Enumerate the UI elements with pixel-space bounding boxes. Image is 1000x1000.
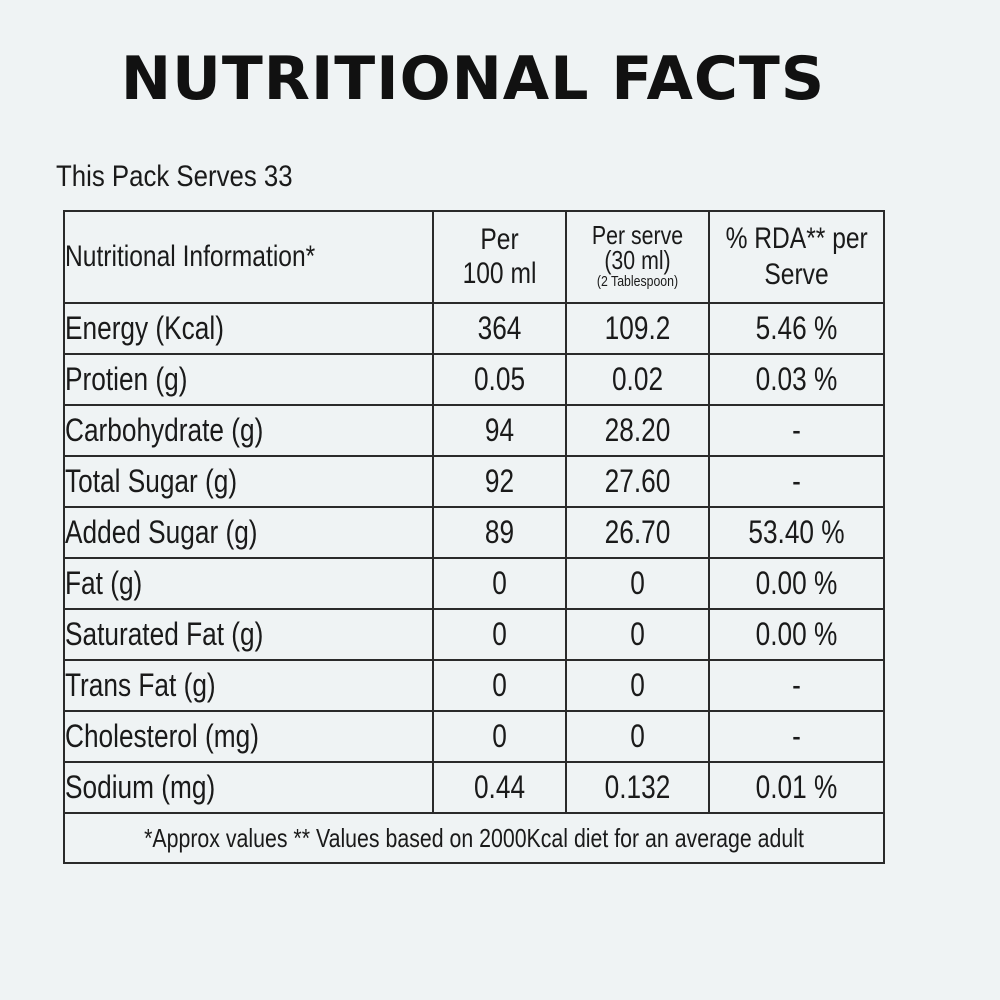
per-100ml-value: 0.05	[432, 353, 567, 406]
table-row: Carbohydrate (g) 94 28.20 -	[63, 404, 885, 457]
table-row: Fat (g) 0 0 0.00 %	[63, 557, 885, 610]
table-row: Total Sugar (g) 92 27.60 -	[63, 455, 885, 508]
nutrient-name: Trans Fat (g)	[63, 659, 434, 712]
rda-value: -	[708, 710, 885, 763]
header-rda: % RDA** per Serve	[708, 210, 885, 304]
rda-value: 5.46 %	[708, 302, 885, 355]
per-100ml-value: 364	[432, 302, 567, 355]
nutrient-name: Cholesterol (mg)	[63, 710, 434, 763]
per-100ml-value: 0	[432, 710, 567, 763]
nutrient-name: Carbohydrate (g)	[63, 404, 434, 457]
per-serve-value: 0.02	[565, 353, 710, 406]
header-per-100ml-line2: 100 ml	[462, 257, 537, 290]
rda-value: -	[708, 455, 885, 508]
footnote-row: *Approx values ** Values based on 2000Kc…	[63, 812, 885, 864]
nutrition-table: Nutritional Information* Per 100 ml Per …	[63, 210, 885, 864]
per-serve-value: 27.60	[565, 455, 710, 508]
header-per-100ml: Per 100 ml	[432, 210, 567, 304]
per-100ml-value: 89	[432, 506, 567, 559]
rda-value: 0.00 %	[708, 557, 885, 610]
per-100ml-value: 92	[432, 455, 567, 508]
nutrient-name: Saturated Fat (g)	[63, 608, 434, 661]
header-per-serve-line2: (30 ml)	[604, 245, 671, 275]
nutrient-name: Protien (g)	[63, 353, 434, 406]
per-serve-value: 0	[565, 557, 710, 610]
per-100ml-value: 94	[432, 404, 567, 457]
footnote: *Approx values ** Values based on 2000Kc…	[63, 812, 885, 864]
per-serve-value: 0	[565, 608, 710, 661]
per-serve-value: 109.2	[565, 302, 710, 355]
table-row: Trans Fat (g) 0 0 -	[63, 659, 885, 712]
nutrient-name: Fat (g)	[63, 557, 434, 610]
header-per-serve: Per serve (30 ml) (2 Tablespoon)	[565, 210, 710, 304]
header-nutritional-information: Nutritional Information*	[63, 210, 434, 304]
nutrient-name: Energy (Kcal)	[63, 302, 434, 355]
per-serve-value: 0	[565, 659, 710, 712]
nutrient-name: Sodium (mg)	[63, 761, 434, 814]
nutrient-name: Total Sugar (g)	[63, 455, 434, 508]
per-serve-value: 0.132	[565, 761, 710, 814]
per-serve-value: 28.20	[565, 404, 710, 457]
per-100ml-value: 0	[432, 659, 567, 712]
table-row: Saturated Fat (g) 0 0 0.00 %	[63, 608, 885, 661]
header-rda-line2: Serve	[764, 258, 829, 291]
per-100ml-value: 0	[432, 557, 567, 610]
header-rda-line1: % RDA** per	[725, 222, 868, 255]
rda-value: 0.00 %	[708, 608, 885, 661]
page-title: NUTRITIONAL FACTS	[120, 44, 826, 114]
table-header-row: Nutritional Information* Per 100 ml Per …	[63, 210, 885, 304]
per-serve-value: 26.70	[565, 506, 710, 559]
nutrient-name: Added Sugar (g)	[63, 506, 434, 559]
serves-label: This Pack Serves 33	[56, 160, 293, 193]
per-100ml-value: 0	[432, 608, 567, 661]
table-row: Cholesterol (mg) 0 0 -	[63, 710, 885, 763]
header-per-serve-line1: Per serve	[591, 220, 684, 250]
rda-value: 0.03 %	[708, 353, 885, 406]
rda-value: -	[708, 659, 885, 712]
header-per-serve-line3: (2 Tablespoon)	[596, 273, 679, 290]
per-100ml-value: 0.44	[432, 761, 567, 814]
table-row: Energy (Kcal) 364 109.2 5.46 %	[63, 302, 885, 355]
per-serve-value: 0	[565, 710, 710, 763]
table-row: Added Sugar (g) 89 26.70 53.40 %	[63, 506, 885, 559]
rda-value: -	[708, 404, 885, 457]
header-per-100ml-line1: Per	[480, 223, 519, 256]
table-row: Sodium (mg) 0.44 0.132 0.01 %	[63, 761, 885, 814]
table-row: Protien (g) 0.05 0.02 0.03 %	[63, 353, 885, 406]
rda-value: 53.40 %	[708, 506, 885, 559]
rda-value: 0.01 %	[708, 761, 885, 814]
